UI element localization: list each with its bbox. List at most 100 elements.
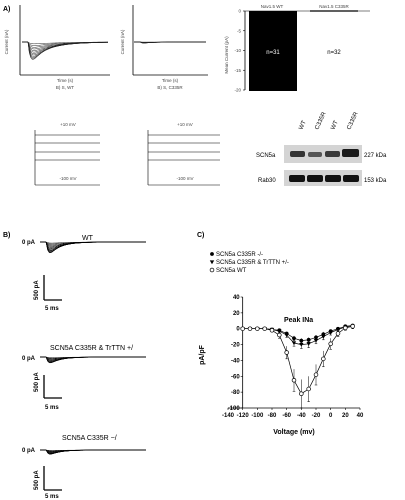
bar-c335r-n-label: n=32 bbox=[327, 50, 341, 56]
blot-band bbox=[308, 152, 322, 157]
current-trace bbox=[22, 41, 108, 60]
trace-left-caption: B) S, WT bbox=[56, 85, 74, 90]
data-point bbox=[277, 332, 282, 338]
data-point bbox=[306, 386, 311, 392]
data-point bbox=[269, 328, 275, 333]
blot-strip-scn5a bbox=[284, 145, 362, 163]
chart-xtick-label: -100 bbox=[251, 413, 264, 419]
legend-entry-c335r-trttn: SCN5a C335R & TrTTN +/- bbox=[216, 260, 289, 266]
blot-row-label-rab30: Rab30 bbox=[258, 178, 276, 184]
bar-ylabel: Mean Current (pA) bbox=[224, 36, 229, 74]
bar-ytick-label: 0 bbox=[238, 9, 241, 14]
trace-group-trttn-scale-y: 500 pA bbox=[34, 372, 40, 392]
step-right-bottom: -100 mV bbox=[176, 176, 193, 181]
chart-xtick-label: 20 bbox=[342, 413, 349, 419]
trace-group-trttn-title: SCN5A C335R & TrTTN +/ bbox=[50, 345, 133, 352]
data-point bbox=[343, 325, 348, 331]
series-line-2 bbox=[242, 325, 353, 395]
trace-plot-right: Current (nA) Time (s) B) S, C335R bbox=[120, 5, 208, 90]
data-point bbox=[306, 342, 311, 346]
trace-group-wt-scale-x: 5 ms bbox=[45, 306, 59, 312]
trace-family-wt bbox=[22, 41, 109, 60]
trace-left-xlabel: Time (s) bbox=[57, 78, 74, 83]
data-point bbox=[284, 333, 289, 338]
legend-marker bbox=[209, 260, 215, 265]
panel-label-c: C) bbox=[197, 232, 204, 239]
blot-kda-label-1: 227 kDa bbox=[364, 153, 387, 159]
blot-band bbox=[289, 175, 305, 182]
bar-ytick-label: -10 bbox=[234, 48, 241, 53]
trace-plot-left: Current (nA) Time (s) B) S, WT bbox=[4, 5, 110, 90]
step-protocol-right: +10 mV -100 mV bbox=[147, 122, 220, 186]
chart-xtick-label: 0 bbox=[329, 413, 333, 419]
data-point bbox=[335, 331, 341, 336]
data-point bbox=[328, 331, 333, 335]
bar-wt-n-label: n=31 bbox=[266, 50, 280, 56]
bar-header-c335r: Nav1.5 C335R bbox=[319, 4, 349, 9]
blot-band bbox=[325, 151, 340, 157]
chart-ytick-label: 20 bbox=[233, 311, 240, 317]
data-point bbox=[321, 356, 326, 362]
data-point bbox=[284, 350, 289, 355]
step-left-bottom: -100 mV bbox=[59, 176, 76, 181]
trace-group-c335r-trttn: SCN5A C335R & TrTTN +/ 0 pA 500 pA 5 ms bbox=[22, 345, 146, 411]
step-left-title: +10 mV bbox=[60, 122, 76, 127]
trace-right-ylabel: Current (nA) bbox=[120, 29, 125, 54]
data-point bbox=[277, 329, 282, 334]
data-point bbox=[299, 342, 304, 347]
bar-ytick-label: -5 bbox=[237, 28, 241, 33]
bar-header-wt: Nav1.5 WT bbox=[261, 4, 284, 9]
chart-xlabel: Voltage (mv) bbox=[273, 429, 315, 436]
data-point bbox=[291, 341, 297, 346]
blot-lane-label-1: WT bbox=[298, 120, 308, 131]
chart-xtick-label: -40 bbox=[297, 413, 306, 419]
blot-band bbox=[343, 175, 359, 182]
step-protocol-left: +10 mV -100 mV bbox=[34, 122, 100, 186]
mean-current-bar-plot: Nav1.5 WT Nav1.5 C335R 0 -5 -10 -15 -20 n=31… bbox=[224, 4, 370, 93]
trace-group-c335r-zero: 0 pA bbox=[22, 448, 36, 454]
chart-ytick-label: -40 bbox=[231, 358, 240, 364]
trace-group-wt-title: WT bbox=[82, 235, 94, 242]
trace-right-xlabel: Time (s) bbox=[162, 78, 179, 83]
data-point bbox=[299, 391, 304, 396]
data-point bbox=[313, 339, 319, 343]
iv-curve-chart: SCN5a C335R -/- SCN5a C335R & TrTTN +/- … bbox=[199, 252, 364, 436]
data-point bbox=[262, 326, 267, 331]
current-trace bbox=[40, 449, 146, 455]
chart-ytick-label: 40 bbox=[233, 295, 240, 301]
blot-kda-label-2: 153 kDa bbox=[364, 178, 387, 184]
data-point bbox=[328, 341, 333, 347]
trace-group-wt-zero: 0 pA bbox=[22, 240, 36, 246]
trace-group-trttn-scale-x: 5 ms bbox=[45, 405, 59, 411]
trace-family-c335r bbox=[134, 41, 206, 44]
step-right-title: +10 mV bbox=[177, 122, 193, 127]
data-point bbox=[291, 378, 297, 383]
data-point bbox=[240, 326, 245, 331]
legend-entry-wt: SCN5a WT bbox=[216, 268, 247, 274]
trace-group-c335r-scale-y: 500 pA bbox=[34, 470, 40, 490]
data-point bbox=[255, 326, 260, 331]
data-point bbox=[247, 326, 253, 331]
trace-right-caption: B) S, C335R bbox=[157, 85, 183, 90]
trace-group-c335r-title: SCN5A C335R −/ bbox=[62, 435, 117, 442]
chart-ytick-label: -60 bbox=[231, 374, 240, 380]
bar-ytick-label: -20 bbox=[234, 88, 241, 93]
current-trace bbox=[134, 41, 206, 44]
chart-xtick-label: -20 bbox=[312, 413, 321, 419]
blot-lane-label-2: C335R bbox=[314, 111, 328, 131]
blot-lane-label-3: WT bbox=[330, 120, 340, 131]
panel-label-b: B) bbox=[3, 232, 10, 239]
chart-ytick-label: -80 bbox=[231, 390, 240, 396]
data-point bbox=[313, 372, 319, 377]
trace-group-wt-scale-y: 500 pA bbox=[34, 280, 40, 300]
trace-group-trttn-zero: 0 pA bbox=[22, 356, 36, 362]
blot-band bbox=[325, 175, 341, 182]
blot-band bbox=[307, 175, 323, 182]
chart-ytick-label: -20 bbox=[231, 343, 240, 349]
data-point bbox=[335, 327, 341, 332]
data-point bbox=[350, 324, 355, 329]
current-trace bbox=[40, 356, 146, 364]
data-point bbox=[292, 336, 296, 341]
blot-band bbox=[342, 149, 359, 157]
